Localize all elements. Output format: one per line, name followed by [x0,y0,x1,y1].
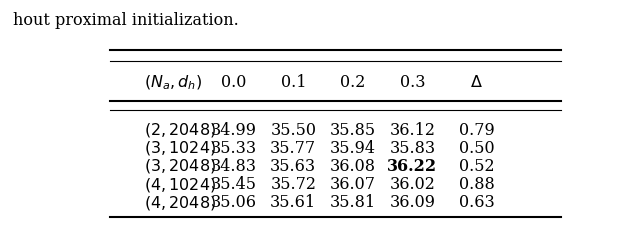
Text: $\Delta$: $\Delta$ [470,74,483,91]
Text: 35.77: 35.77 [270,140,316,157]
Text: 36.08: 36.08 [330,158,376,175]
Text: 36.02: 36.02 [389,176,435,193]
Text: 36.12: 36.12 [389,122,435,139]
Text: 35.94: 35.94 [330,140,376,157]
Text: $(N_a, d_h)$: $(N_a, d_h)$ [145,74,203,92]
Text: 35.85: 35.85 [330,122,376,139]
Text: 35.83: 35.83 [389,140,435,157]
Text: 0.50: 0.50 [459,140,495,157]
Text: 0.79: 0.79 [459,122,495,139]
Text: $(4, 2048)$: $(4, 2048)$ [145,194,217,212]
Text: 36.09: 36.09 [389,194,435,211]
Text: 0.1: 0.1 [280,74,306,91]
Text: 0.0: 0.0 [221,74,246,91]
Text: $(2, 2048)$: $(2, 2048)$ [145,121,217,139]
Text: 35.63: 35.63 [270,158,316,175]
Text: 35.33: 35.33 [211,140,257,157]
Text: 36.22: 36.22 [387,158,437,175]
Text: 36.07: 36.07 [330,176,376,193]
Text: hout proximal initialization.: hout proximal initialization. [13,12,239,29]
Text: 0.52: 0.52 [459,158,495,175]
Text: 0.63: 0.63 [459,194,495,211]
Text: 34.83: 34.83 [211,158,257,175]
Text: 35.72: 35.72 [270,176,316,193]
Text: 0.3: 0.3 [399,74,425,91]
Text: 35.45: 35.45 [211,176,257,193]
Text: 0.88: 0.88 [459,176,495,193]
Text: $(3, 1024)$: $(3, 1024)$ [145,139,217,157]
Text: 35.61: 35.61 [270,194,316,211]
Text: 0.2: 0.2 [340,74,365,91]
Text: 34.99: 34.99 [211,122,257,139]
Text: 35.06: 35.06 [211,194,257,211]
Text: $(4, 1024)$: $(4, 1024)$ [145,176,217,194]
Text: 35.81: 35.81 [330,194,376,211]
Text: 35.50: 35.50 [270,122,316,139]
Text: $(3, 2048)$: $(3, 2048)$ [145,157,217,175]
